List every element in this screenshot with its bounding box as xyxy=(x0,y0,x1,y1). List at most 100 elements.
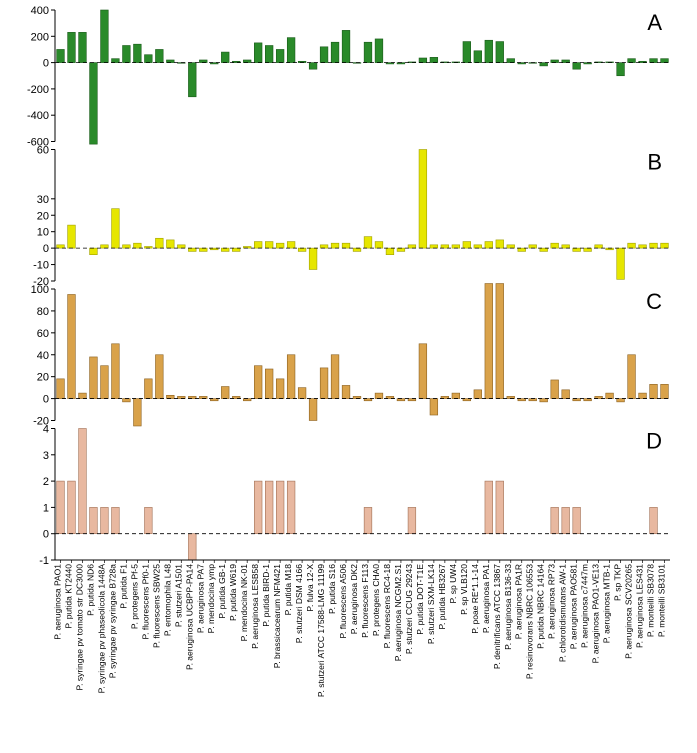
bar xyxy=(254,242,262,249)
bar xyxy=(375,393,383,398)
bar xyxy=(298,388,306,399)
bar xyxy=(595,245,603,248)
bar xyxy=(386,248,394,255)
category-label: P. putida DOT-T1E xyxy=(415,564,425,635)
category-label: P. mendocina ymp xyxy=(206,564,216,634)
bar xyxy=(221,52,229,63)
category-label: P. chlorotidismutans AW-1 xyxy=(558,564,568,662)
category-label: P. fluorescens A506 xyxy=(338,564,348,639)
bar xyxy=(123,46,131,63)
bar xyxy=(452,245,460,248)
bar xyxy=(463,42,471,63)
bar xyxy=(485,40,493,62)
svg-text:0: 0 xyxy=(43,58,49,70)
bar xyxy=(562,390,570,399)
category-label: P. putida ND6 xyxy=(85,564,95,616)
bar xyxy=(507,59,515,63)
bar xyxy=(419,344,427,399)
bar xyxy=(496,481,504,534)
bar xyxy=(485,481,493,534)
bar xyxy=(57,379,65,399)
bar xyxy=(199,248,207,251)
svg-text:0: 0 xyxy=(43,394,49,406)
bar xyxy=(650,507,658,533)
bar xyxy=(661,384,669,398)
bar xyxy=(342,243,350,248)
svg-text:0: 0 xyxy=(43,243,49,255)
category-label: P. entomophila L48 xyxy=(162,564,172,636)
bar xyxy=(309,248,317,269)
bar xyxy=(101,245,109,248)
bar xyxy=(364,42,372,62)
category-label: P. putida NBRC 14164 xyxy=(536,564,546,649)
bar xyxy=(287,38,295,63)
bar xyxy=(57,481,65,534)
bar xyxy=(254,366,262,399)
bar xyxy=(474,51,482,63)
category-label: P. aeruginosa LES431 xyxy=(635,564,645,648)
bar xyxy=(430,57,438,62)
category-label: P. stutzeri DSM 4166 xyxy=(294,564,304,643)
bar xyxy=(287,355,295,399)
category-label: P. aeruginosa PAO1-VE13 xyxy=(591,564,601,664)
category-label: P. fulva 12-X xyxy=(305,564,315,612)
category-label: P. putida BIRD-1 xyxy=(261,564,271,627)
bar xyxy=(573,63,581,70)
bar xyxy=(375,242,383,249)
category-label: P. sp UW4 xyxy=(448,564,458,604)
bar xyxy=(628,355,636,399)
bar xyxy=(397,248,405,251)
bar xyxy=(331,355,339,399)
bar xyxy=(320,47,328,63)
multi-panel-bar-chart: -600-400-2000200400A-20-10010203060B-200… xyxy=(0,0,697,753)
bar xyxy=(562,245,570,248)
category-label: P. aeruginosa PA1R xyxy=(514,564,524,639)
bar xyxy=(430,399,438,415)
svg-text:60: 60 xyxy=(37,328,49,340)
bar xyxy=(221,248,229,251)
category-label: P. stutzeri CCUG 29243 xyxy=(404,564,414,654)
bar xyxy=(617,63,625,76)
category-label: P. sp TKP xyxy=(613,564,623,601)
category-label: P. syringae pv syringae B728a xyxy=(107,564,117,678)
svg-text:200: 200 xyxy=(31,31,49,43)
bar xyxy=(287,242,295,249)
bar xyxy=(540,248,548,251)
category-label: P. aeruginosa NCGM2.S1 xyxy=(393,564,403,661)
category-label: P. aeruginosa PAO1 xyxy=(52,564,62,640)
bar xyxy=(79,393,87,398)
bar xyxy=(112,344,120,399)
bar xyxy=(155,49,163,62)
svg-text:0: 0 xyxy=(43,529,49,541)
bar xyxy=(166,240,174,248)
category-label: P. monteilli SB3101 xyxy=(657,564,667,637)
bar xyxy=(474,245,482,248)
bar xyxy=(265,481,273,534)
bar xyxy=(496,284,504,399)
bar xyxy=(101,507,109,533)
category-label: P. aeruginosa PAO581 xyxy=(569,564,579,649)
panel-label-B: B xyxy=(647,150,662,175)
category-label: P. fluorescens RC4-18 xyxy=(382,564,392,649)
bar xyxy=(496,240,504,248)
bar xyxy=(364,507,372,533)
bar xyxy=(188,534,196,560)
category-label: P. stutzeri A1501 xyxy=(173,564,183,627)
bar xyxy=(375,39,383,63)
bar xyxy=(320,245,328,248)
bar xyxy=(265,242,273,249)
panel-label-D: D xyxy=(646,429,662,454)
bar xyxy=(134,44,142,62)
category-label: P. protegens Pf-5 xyxy=(129,564,139,629)
bar xyxy=(188,248,196,251)
bar xyxy=(112,209,120,248)
category-label: P. aeruginosa c7447m xyxy=(580,564,590,648)
bar xyxy=(79,429,87,534)
bar xyxy=(145,379,153,399)
category-label: P. putida W619 xyxy=(228,564,238,621)
bar xyxy=(112,507,120,533)
bar xyxy=(650,59,658,63)
category-label: P. protegens CHA0 xyxy=(371,564,381,636)
bar xyxy=(650,243,658,248)
svg-text:-10: -10 xyxy=(33,260,49,272)
